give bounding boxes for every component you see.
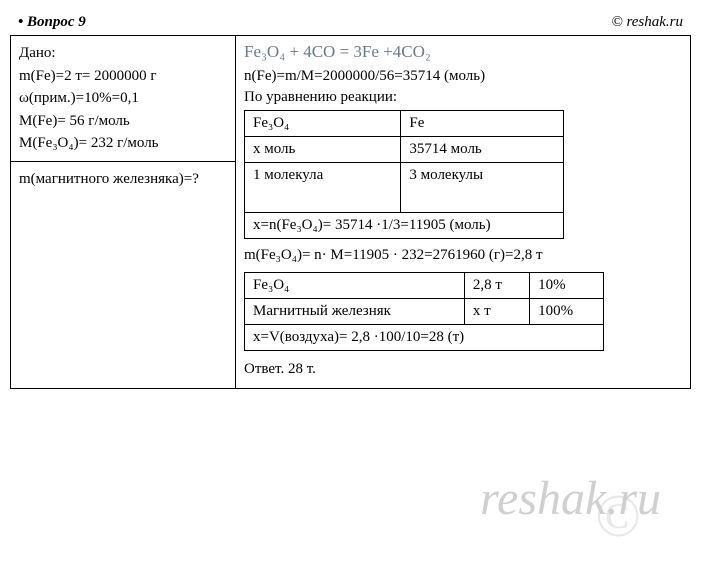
dano-line: m(Fe)=2 т= 2000000 г xyxy=(19,65,227,88)
dano-line: ω(прим.)=10%=0,1 xyxy=(19,87,227,110)
copyright-watermark: © xyxy=(595,482,641,551)
calc-line: n(Fe)=m/M=2000000/56=35714 (моль) xyxy=(244,68,682,85)
table-cell: Fe₃O₄ xyxy=(245,273,465,299)
table-cell: 1 молекула xyxy=(245,163,401,213)
chemical-equation: Fe₃O₄ + 4CO = 3Fe +4CO₂ xyxy=(244,42,682,62)
left-column: Дано: m(Fe)=2 т= 2000000 г ω(прим.)=10%=… xyxy=(11,36,236,388)
table-cell: 3 молекулы xyxy=(401,163,564,213)
table-cell: x т xyxy=(464,299,529,325)
right-column: Fe₃O₄ + 4CO = 3Fe +4CO₂ n(Fe)=m/M=200000… xyxy=(236,36,690,388)
table-cell: Fe xyxy=(401,111,564,137)
table-cell: Магнитный железняк xyxy=(245,299,465,325)
site-name: © reshak.ru xyxy=(611,14,683,31)
question-number: • Вопрос 9 xyxy=(18,14,86,31)
site-watermark: reshak.ru xyxy=(480,471,661,526)
calc-line: По уравнению реакции: xyxy=(244,89,682,106)
find-box: m(магнитного железняка)=? xyxy=(11,162,235,197)
proportion-table: Fe₃O₄ 2,8 т 10% Магнитный железняк x т 1… xyxy=(244,272,604,351)
table-cell: 10% xyxy=(530,273,604,299)
answer: Ответ. 28 т. xyxy=(244,361,682,378)
table-cell: x моль xyxy=(245,137,401,163)
table-cell: 2,8 т xyxy=(464,273,529,299)
table-cell: 35714 моль xyxy=(401,137,564,163)
table-cell: Fe₃O₄ xyxy=(245,111,401,137)
table-result: x=V(воздуха)= 2,8 ·100/10=28 (т) xyxy=(245,325,604,351)
dano-line: M(Fe)= 56 г/моль xyxy=(19,110,227,133)
stoichiometry-table: Fe₃O₄ Fe x моль 35714 моль 1 молекула 3 … xyxy=(244,110,564,239)
main-content: Дано: m(Fe)=2 т= 2000000 г ω(прим.)=10%=… xyxy=(10,36,691,389)
dano-line: M(Fe₃O₄)= 232 г/моль xyxy=(19,132,227,155)
find-text: m(магнитного железняка)=? xyxy=(19,168,227,191)
table-result: x=n(Fe₃O₄)= 35714 ·1/3=11905 (моль) xyxy=(245,213,564,239)
header: • Вопрос 9 © reshak.ru xyxy=(10,10,691,36)
mass-calc: m(Fe₃O₄)= n· M=11905 · 232=2761960 (г)=2… xyxy=(244,247,682,264)
table-cell: 100% xyxy=(530,299,604,325)
dano-title: Дано: xyxy=(19,42,227,65)
given-data: Дано: m(Fe)=2 т= 2000000 г ω(прим.)=10%=… xyxy=(11,36,235,162)
